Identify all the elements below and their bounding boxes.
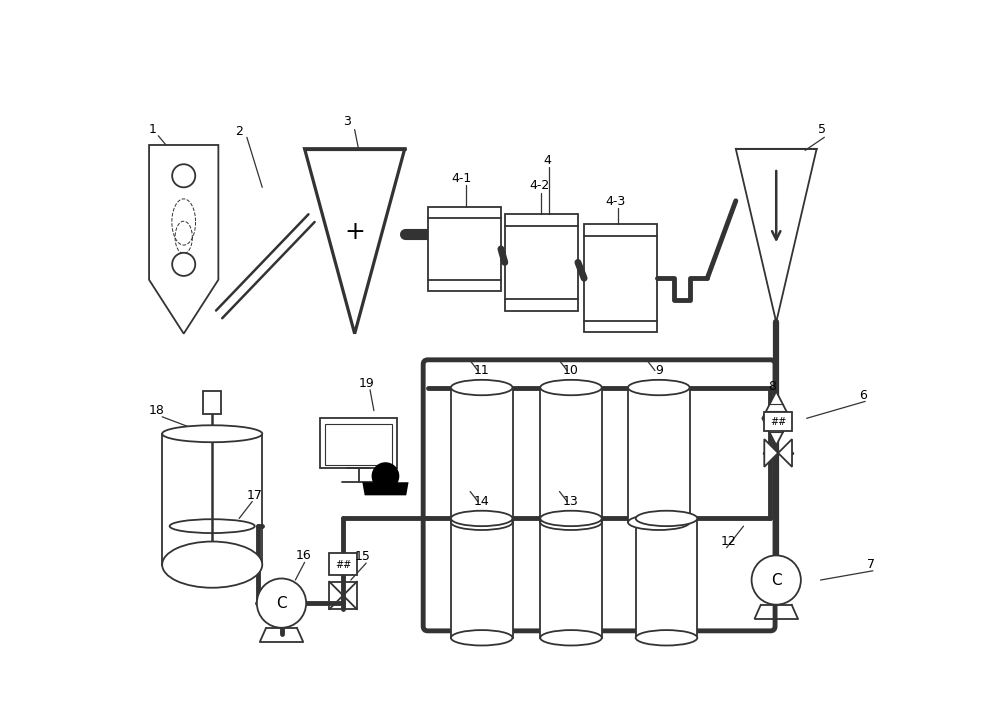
Ellipse shape — [628, 515, 690, 530]
Text: 4-3: 4-3 — [605, 195, 625, 208]
Text: 13: 13 — [563, 495, 579, 508]
Bar — [764, 412, 792, 431]
Ellipse shape — [451, 379, 512, 395]
Circle shape — [372, 462, 399, 490]
Bar — [329, 553, 357, 574]
Text: 8: 8 — [768, 379, 776, 393]
Text: ##: ## — [335, 560, 351, 570]
Ellipse shape — [451, 630, 512, 646]
Bar — [451, 518, 512, 638]
Bar — [636, 518, 697, 638]
Ellipse shape — [540, 515, 602, 530]
Ellipse shape — [540, 630, 602, 646]
Polygon shape — [305, 149, 405, 268]
Bar — [505, 214, 578, 310]
Ellipse shape — [628, 379, 690, 395]
Polygon shape — [305, 149, 405, 334]
Circle shape — [172, 253, 195, 276]
Text: 15: 15 — [355, 550, 371, 563]
Ellipse shape — [451, 515, 512, 530]
Text: +: + — [344, 220, 365, 244]
Text: 17: 17 — [247, 489, 263, 502]
Text: 6: 6 — [859, 389, 867, 402]
Text: 19: 19 — [358, 377, 374, 390]
Text: 7: 7 — [867, 558, 875, 571]
Text: 14: 14 — [474, 495, 490, 508]
Polygon shape — [149, 145, 218, 334]
Bar — [451, 387, 512, 522]
Text: 9: 9 — [655, 364, 663, 377]
Text: 12: 12 — [720, 535, 736, 548]
Text: 4-2: 4-2 — [529, 180, 550, 193]
Bar — [203, 391, 221, 414]
Polygon shape — [362, 482, 409, 495]
Ellipse shape — [162, 542, 262, 587]
Bar — [584, 225, 657, 332]
Text: 4: 4 — [543, 154, 551, 167]
Ellipse shape — [540, 511, 602, 526]
Text: 18: 18 — [149, 404, 165, 417]
Bar — [540, 518, 602, 638]
Text: C: C — [771, 573, 782, 587]
Bar — [628, 387, 690, 522]
Bar — [325, 424, 392, 465]
Text: ##: ## — [770, 417, 786, 427]
Text: 3: 3 — [343, 116, 351, 129]
Bar — [540, 387, 602, 522]
Polygon shape — [762, 391, 790, 446]
Text: 4-1: 4-1 — [451, 172, 471, 185]
Polygon shape — [764, 439, 778, 467]
Text: 5: 5 — [818, 123, 826, 136]
Text: C: C — [276, 595, 287, 611]
Ellipse shape — [636, 630, 697, 646]
Text: 16: 16 — [295, 549, 311, 562]
Circle shape — [752, 555, 801, 605]
Text: 10: 10 — [563, 364, 579, 377]
Bar — [428, 206, 501, 292]
Ellipse shape — [636, 511, 697, 526]
Bar — [320, 418, 397, 468]
Ellipse shape — [451, 511, 512, 526]
Polygon shape — [778, 439, 792, 467]
Ellipse shape — [162, 425, 262, 442]
Text: 2: 2 — [235, 125, 243, 138]
Circle shape — [257, 579, 306, 628]
Bar — [162, 434, 262, 565]
Text: 11: 11 — [474, 364, 490, 377]
Circle shape — [172, 164, 195, 188]
Text: 1: 1 — [149, 123, 157, 136]
Ellipse shape — [540, 379, 602, 395]
Polygon shape — [736, 149, 817, 322]
